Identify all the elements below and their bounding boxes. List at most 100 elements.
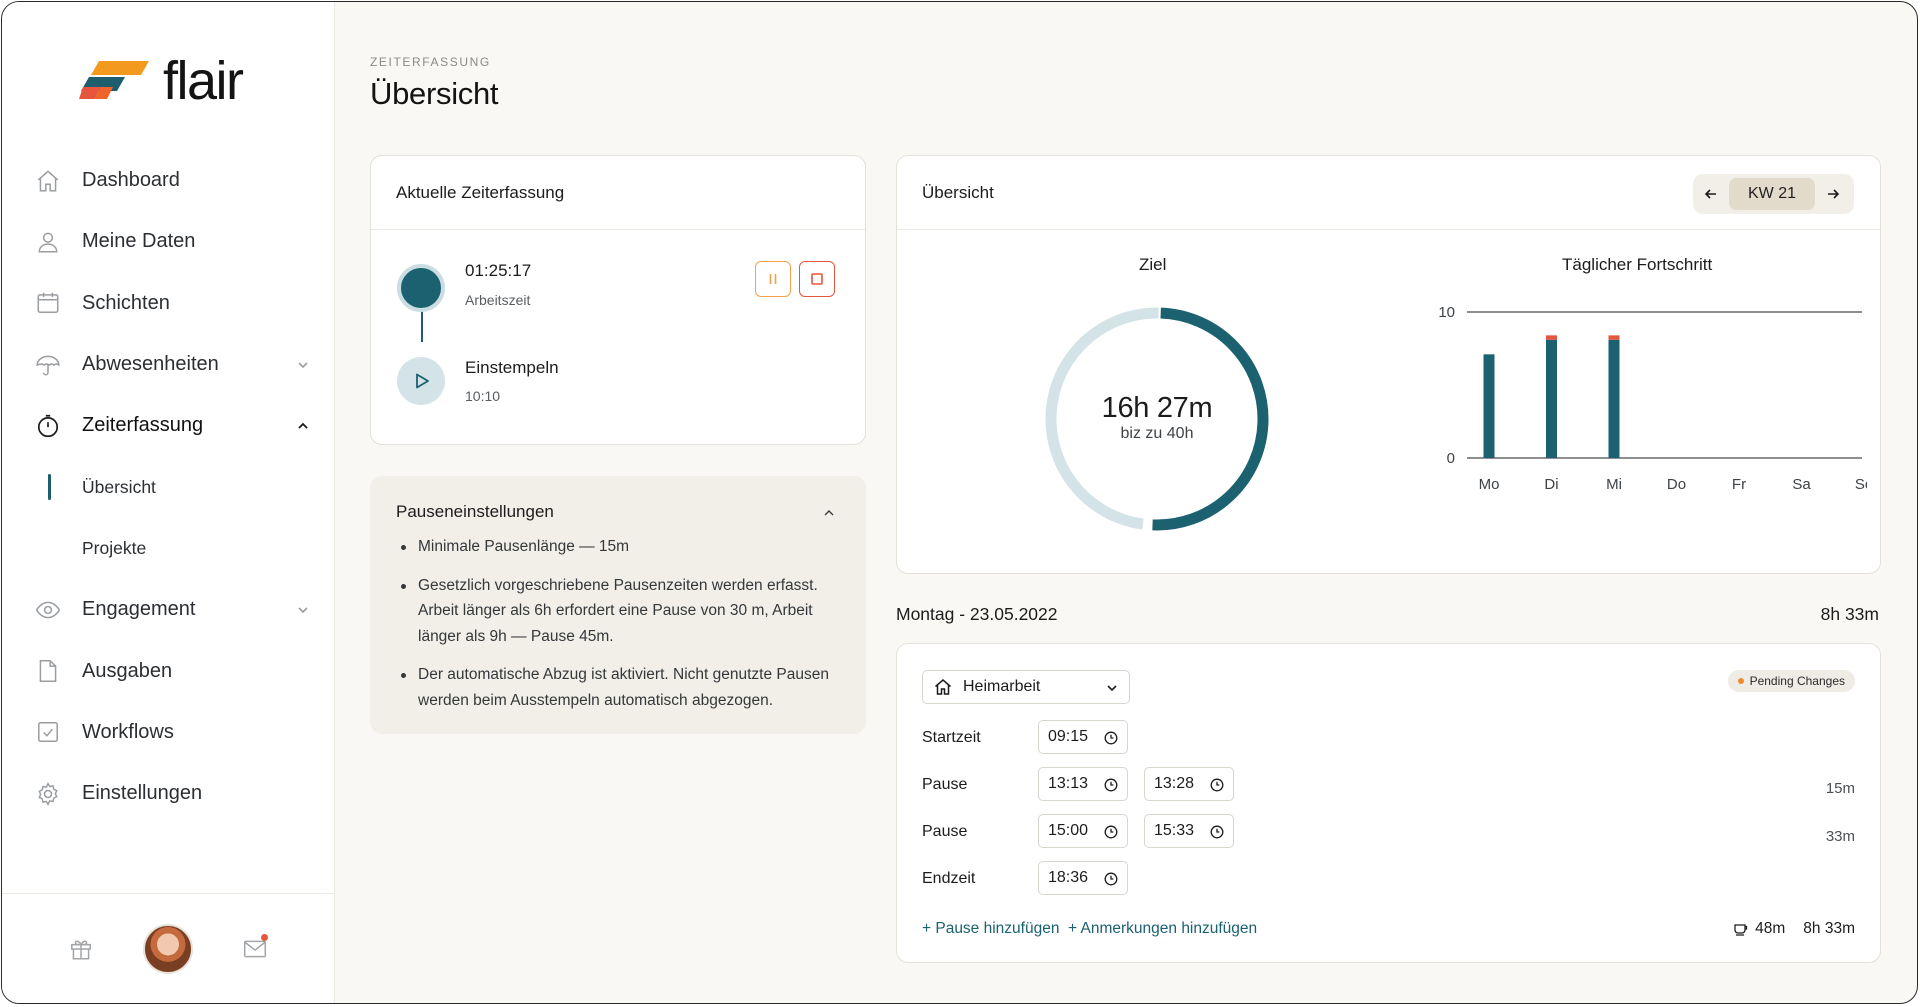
sidebar-item-label: Engagement	[82, 598, 196, 621]
goal-title: Ziel	[1139, 255, 1167, 274]
sidebar-item-ausgaben[interactable]: Ausgaben	[2, 640, 335, 701]
sidebar-subitem-label: Projekte	[82, 537, 147, 558]
time-value: 13:13	[1048, 775, 1089, 792]
bar	[1608, 339, 1620, 458]
clock-icon	[1210, 825, 1224, 839]
sidebar-item-label: Meine Daten	[82, 230, 196, 253]
mail-icon[interactable]	[242, 936, 268, 962]
chevron-up-icon[interactable]	[295, 418, 311, 434]
pause-settings-panel: Pauseneinstellungen Minimale Pausenlänge…	[370, 476, 866, 734]
stop-button[interactable]	[799, 261, 835, 297]
clock-icon	[1210, 778, 1224, 792]
row-label: Startzeit	[922, 729, 981, 746]
arrow-right-icon	[1828, 189, 1840, 199]
day-total: 8h 33m	[1820, 604, 1879, 624]
x-tick-label: Mo	[1479, 476, 1500, 493]
flair-logo-icon	[79, 61, 149, 99]
chevron-down-icon[interactable]	[295, 357, 311, 373]
list-item: Gesetzlich vorgeschriebene Pausenzeiten …	[398, 573, 838, 650]
logo[interactable]: flair	[79, 54, 244, 108]
time-value: 15:33	[1154, 822, 1195, 839]
pause-end-field[interactable]: 15:33	[1144, 814, 1234, 848]
notification-dot	[261, 934, 268, 941]
bar	[1483, 354, 1495, 458]
sidebar-item-abwesenheiten[interactable]: Abwesenheiten	[2, 334, 335, 395]
sidebar-item-engagement[interactable]: Engagement	[2, 579, 335, 640]
bar	[1546, 339, 1557, 458]
day-heading: Montag - 23.05.2022	[896, 604, 1058, 624]
sidebar-nav: Dashboard Meine Daten Schichten Abwesenh…	[2, 150, 335, 824]
break-total: 48m	[1755, 920, 1786, 937]
end-time-field[interactable]: 18:36	[1038, 861, 1128, 895]
goal-value: 16h 27m	[1101, 392, 1213, 424]
add-note-link[interactable]: + Anmerkungen hinzufügen	[1068, 920, 1258, 937]
add-pause-link[interactable]: + Pause hinzufügen	[922, 920, 1060, 937]
avatar[interactable]	[143, 924, 193, 974]
start-time-field[interactable]: 09:15	[1038, 720, 1128, 754]
clock-in-label: Einstempeln	[465, 358, 559, 377]
pause-end-field[interactable]: 13:28	[1144, 767, 1234, 801]
sidebar-subitem-label: Übersicht	[82, 476, 156, 497]
x-tick-label: Sa	[1792, 476, 1811, 493]
timer-running-indicator	[397, 264, 445, 312]
chevron-down-icon	[1107, 685, 1117, 692]
x-tick-label: Di	[1544, 476, 1558, 493]
eye-icon	[35, 597, 61, 623]
chart-title: Täglicher Fortschritt	[1562, 255, 1713, 274]
pause-duration: 15m	[1825, 780, 1855, 797]
chevron-down-icon[interactable]	[295, 602, 311, 618]
sidebar-footer	[2, 893, 335, 1003]
day-summary: 48m 8h 33m	[1733, 920, 1855, 938]
chevron-up-icon[interactable]	[822, 506, 836, 520]
breadcrumb: ZEITERFASSUNG	[370, 55, 491, 69]
bar	[1546, 335, 1557, 340]
pause-start-field[interactable]: 15:00	[1038, 814, 1128, 848]
week-label[interactable]: KW 21	[1729, 178, 1815, 210]
prev-week-button[interactable]	[1693, 174, 1729, 214]
page-title: Übersicht	[370, 76, 499, 111]
pause-duration: 33m	[1825, 828, 1855, 845]
document-icon	[35, 658, 61, 684]
location-value: Heimarbeit	[963, 678, 1041, 695]
sidebar-item-dashboard[interactable]: Dashboard	[2, 150, 335, 211]
gear-icon	[35, 781, 61, 807]
clock-icon	[1104, 825, 1118, 839]
clock-icon	[1104, 731, 1118, 745]
y-tick-label: 0	[1447, 450, 1455, 467]
home-icon	[35, 168, 61, 194]
list-item: Der automatische Abzug ist aktiviert. Ni…	[398, 662, 838, 713]
x-tick-label: Mi	[1606, 476, 1622, 493]
sidebar-item-einstellungen[interactable]: Einstellungen	[2, 763, 335, 824]
sidebar-item-label: Abwesenheiten	[82, 353, 219, 376]
time-value: 09:15	[1048, 728, 1089, 745]
sidebar-item-workflows[interactable]: Workflows	[2, 702, 335, 763]
pause-settings-title: Pauseneinstellungen	[396, 502, 554, 521]
current-tracking-card: Aktuelle Zeiterfassung 01:25:17 Arbeitsz…	[370, 155, 866, 445]
pause-start-field[interactable]: 13:13	[1038, 767, 1128, 801]
status-badge: Pending Changes	[1727, 670, 1855, 692]
sidebar-item-zeiterfassung[interactable]: Zeiterfassung	[2, 395, 335, 456]
user-icon	[35, 229, 61, 255]
daily-progress-chart: 0 10 Mo Di Mi Do Fr Sa So	[1438, 304, 1867, 493]
sidebar-item-meine-daten[interactable]: Meine Daten	[2, 211, 335, 272]
time-value: 13:28	[1154, 775, 1195, 792]
bar	[1608, 335, 1620, 340]
clock-in-button[interactable]	[397, 357, 445, 405]
next-week-button[interactable]	[1815, 174, 1851, 214]
pause-button[interactable]	[755, 261, 791, 297]
sidebar-item-label: Workflows	[82, 720, 174, 743]
calendar-icon	[35, 290, 61, 316]
location-select[interactable]: Heimarbeit	[922, 670, 1130, 704]
gift-icon[interactable]	[68, 936, 94, 962]
x-tick-label: Do	[1667, 476, 1686, 493]
coffee-cup-icon	[1734, 924, 1748, 936]
arrow-left-icon	[1704, 189, 1716, 199]
work-total: 8h 33m	[1803, 920, 1855, 937]
sidebar-item-schichten[interactable]: Schichten	[2, 273, 335, 334]
pause-settings-list: Minimale Pausenlänge — 15m Gesetzlich vo…	[398, 534, 838, 726]
sidebar-subitem-projekte[interactable]: Projekte	[2, 518, 335, 579]
sidebar-subitem-uebersicht[interactable]: Übersicht	[2, 456, 335, 517]
sidebar-item-label: Zeiterfassung	[82, 414, 204, 437]
clock-icon	[1104, 778, 1118, 792]
